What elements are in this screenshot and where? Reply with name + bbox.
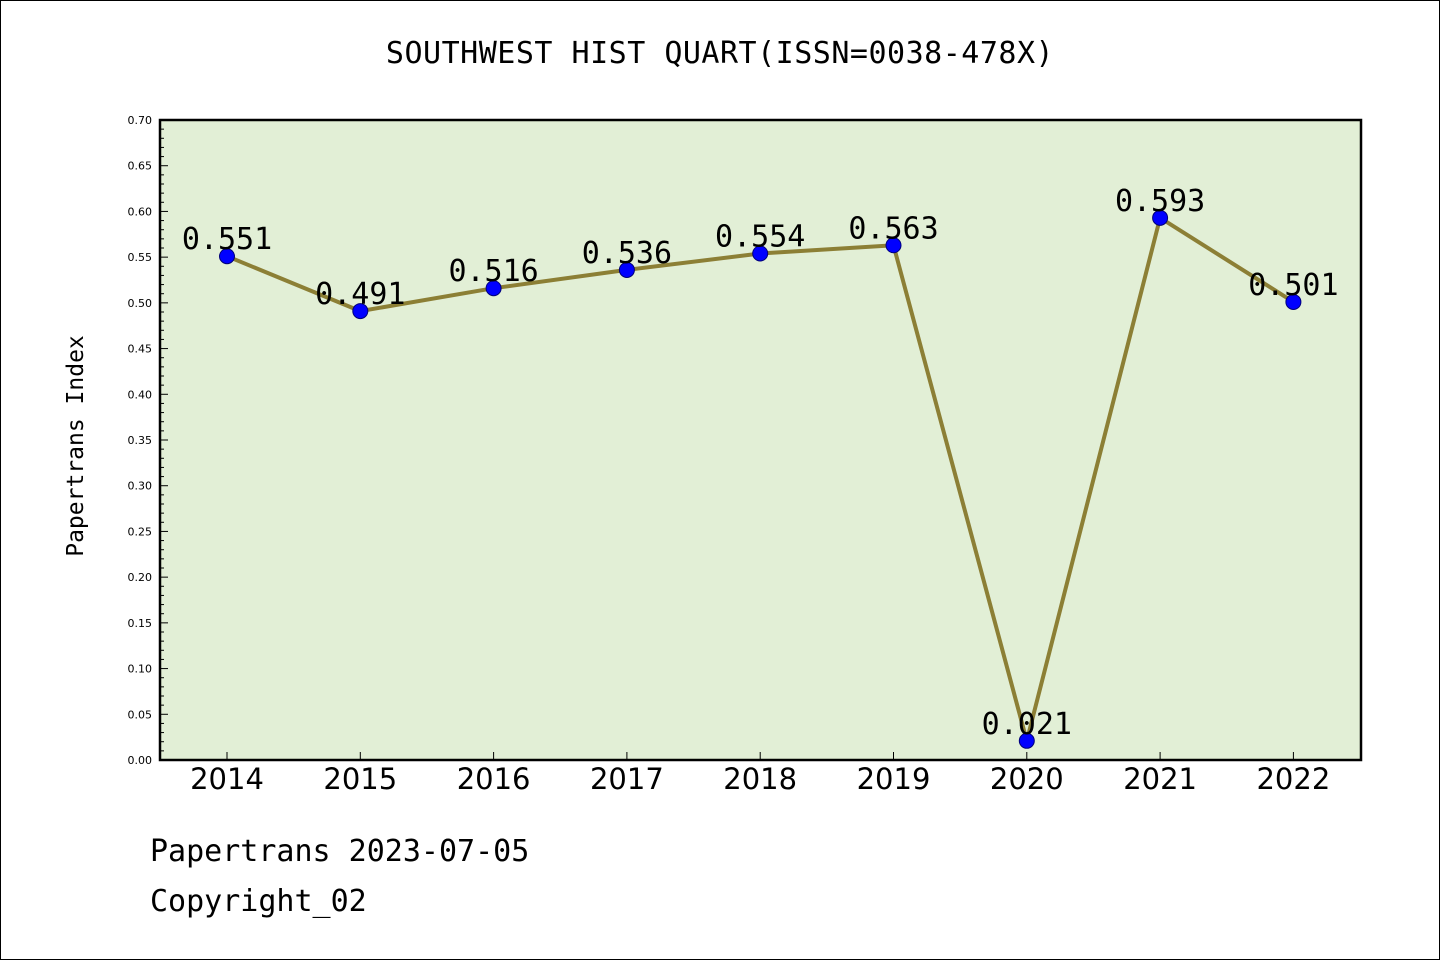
y-tick-label: 0.50 (128, 297, 153, 310)
data-label: 0.491 (315, 277, 405, 312)
data-label: 0.516 (448, 254, 538, 289)
y-tick-label: 0.10 (128, 663, 153, 676)
data-label: 0.551 (182, 222, 272, 257)
y-tick-label: 0.30 (128, 480, 153, 493)
x-tick-label: 2022 (1256, 762, 1330, 796)
x-tick-label: 2020 (990, 762, 1064, 796)
y-tick-label: 0.65 (128, 160, 153, 173)
y-tick-label: 0.35 (128, 434, 153, 447)
data-point (1152, 209, 1169, 226)
y-tick-label: 0.15 (128, 617, 153, 630)
data-label: 0.536 (582, 236, 672, 271)
x-tick-label: 2021 (1123, 762, 1197, 796)
x-tick-label: 2014 (190, 762, 264, 796)
chart-title: SOUTHWEST HIST QUART(ISSN=0038-478X) (385, 36, 1055, 71)
data-label: 0.501 (1248, 268, 1338, 303)
y-tick-label: 0.25 (128, 525, 153, 538)
data-point (885, 237, 902, 254)
data-point (618, 261, 635, 278)
data-point (1018, 732, 1035, 749)
data-point (1285, 293, 1302, 310)
data-label: 0.021 (982, 707, 1072, 742)
data-point (752, 245, 769, 262)
y-tick-label: 0.40 (128, 388, 153, 401)
y-tick-label: 0.45 (128, 343, 153, 356)
data-point (219, 248, 235, 265)
data-point (352, 303, 369, 320)
x-tick-label: 2018 (723, 762, 797, 796)
footer-date: Papertrans 2023-07-05 (150, 834, 530, 869)
data-label: 0.593 (1115, 184, 1205, 219)
y-tick-label: 0.70 (128, 114, 153, 127)
x-tick-label: 2015 (323, 762, 397, 796)
plot-area (160, 120, 1361, 760)
data-point (485, 280, 502, 297)
data-label: 0.563 (848, 211, 938, 246)
y-tick-label: 0.60 (128, 205, 153, 218)
x-tick-label: 2016 (457, 762, 531, 796)
y-tick-label: 0.55 (128, 251, 153, 264)
y-tick-label: 0.05 (128, 708, 153, 721)
footer-copyright: Copyright_02 (150, 884, 367, 919)
axes-frame (158, 118, 1363, 762)
y-tick-label: 0.00 (128, 754, 153, 767)
y-tick-label: 0.20 (128, 571, 153, 584)
data-label: 0.554 (715, 219, 805, 254)
x-tick-label: 2019 (857, 762, 931, 796)
x-tick-label: 2017 (590, 762, 664, 796)
